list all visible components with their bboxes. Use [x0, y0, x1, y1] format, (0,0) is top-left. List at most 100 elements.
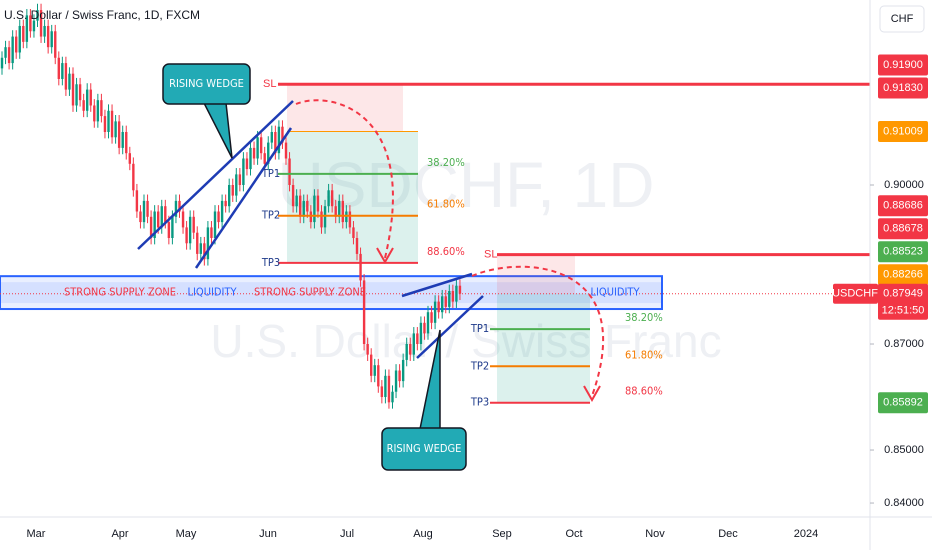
candle-body [54, 31, 57, 58]
x-tick-label: May [176, 528, 197, 540]
candle-body [196, 232, 199, 254]
candle-body [50, 31, 53, 48]
candle-body [149, 216, 153, 239]
candle-body [455, 285, 458, 302]
candle-body [302, 200, 305, 217]
candle-body [309, 211, 313, 223]
candle-body [18, 25, 21, 53]
candle-body [160, 206, 163, 228]
candle-body [15, 36, 18, 53]
candle-body [164, 206, 167, 223]
candle-body [75, 84, 78, 106]
tp-label: TP2 [261, 209, 280, 222]
candle-body [128, 153, 131, 164]
y-tick-label: 0.85000 [884, 444, 924, 456]
sl-label: SL [484, 249, 497, 261]
candle-body [377, 365, 380, 387]
price-badge [878, 121, 928, 143]
last-price-label: 0.87949 [883, 288, 923, 300]
candle-body [274, 131, 277, 154]
price-badge [878, 195, 928, 217]
candle-body [25, 15, 29, 42]
candle-body [384, 375, 387, 398]
candle-body [82, 100, 85, 111]
tp-percent: 61.80% [625, 348, 663, 361]
candle-body [288, 158, 291, 185]
candle-body [313, 195, 316, 223]
candle-body [409, 344, 412, 355]
candle-body [330, 190, 334, 207]
candle-body [32, 20, 36, 32]
candle-body [117, 121, 121, 148]
candle-body [398, 370, 401, 382]
candle-body [103, 116, 107, 132]
candle-body [188, 216, 192, 244]
tp-percent: 38.20% [625, 311, 663, 324]
candle-body [338, 200, 341, 217]
candle-body [57, 57, 60, 79]
candle-body [327, 190, 330, 207]
candle-body [458, 285, 462, 294]
candle-body [259, 137, 263, 154]
x-tick-label: 2024 [794, 528, 818, 540]
candle-body [206, 227, 210, 260]
candle-body [210, 227, 213, 239]
x-tick-label: Jul [340, 528, 354, 540]
candle-body [39, 10, 43, 37]
candle-body [341, 200, 344, 223]
candle-body [93, 105, 96, 122]
candle-body [157, 211, 160, 228]
candle-body [394, 370, 398, 392]
price-badge [878, 241, 928, 263]
x-tick-label: Dec [718, 528, 738, 540]
candle-body [89, 89, 92, 106]
drawings-front: STRONG SUPPLY ZONE LIQUIDITY STRONG SUPPLY… [64, 63, 870, 471]
candle-body [181, 211, 185, 228]
candle-body [370, 354, 373, 376]
candles [0, 3, 462, 409]
candle-body [412, 333, 415, 355]
candle-body [107, 110, 110, 132]
candle-body [426, 312, 430, 334]
candle-body [114, 121, 117, 138]
projection-arrow [376, 247, 394, 265]
candle-body [423, 322, 426, 334]
candle-body [228, 184, 231, 207]
candle-body [245, 158, 249, 170]
candle-body [125, 131, 128, 154]
callout-label: RISING WEDGE [169, 77, 244, 90]
zone-label: STRONG SUPPLY ZONE [64, 286, 176, 299]
candle-body [185, 227, 188, 244]
price-badge-label: 0.91009 [883, 125, 923, 137]
candle-body [142, 200, 146, 223]
price-badge-label: 0.88686 [883, 200, 923, 212]
candle-body [29, 15, 32, 32]
tp-label: TP2 [470, 359, 489, 372]
candle-body [231, 184, 234, 196]
reward-box [287, 131, 418, 263]
currency-button[interactable] [879, 5, 925, 33]
candle-body [146, 200, 149, 217]
candle-body [43, 25, 46, 37]
candle-body [256, 137, 259, 159]
candle-body [86, 89, 89, 111]
candle-body [433, 301, 437, 323]
candle-body [263, 153, 266, 164]
candle-body [306, 200, 309, 212]
candle-body [139, 211, 142, 223]
candle-body [430, 312, 433, 323]
x-tick-label: Sep [492, 528, 512, 540]
candle-body [171, 216, 174, 239]
callout-box [381, 427, 467, 471]
candle-body [121, 131, 124, 148]
candle-body [437, 301, 440, 313]
candle-body [345, 211, 348, 223]
candle-body [46, 25, 50, 48]
candle-body [334, 206, 337, 217]
x-tick-label: Mar [27, 528, 46, 540]
candle-body [441, 296, 444, 313]
candle-body [401, 359, 405, 382]
candle-body [373, 365, 376, 376]
